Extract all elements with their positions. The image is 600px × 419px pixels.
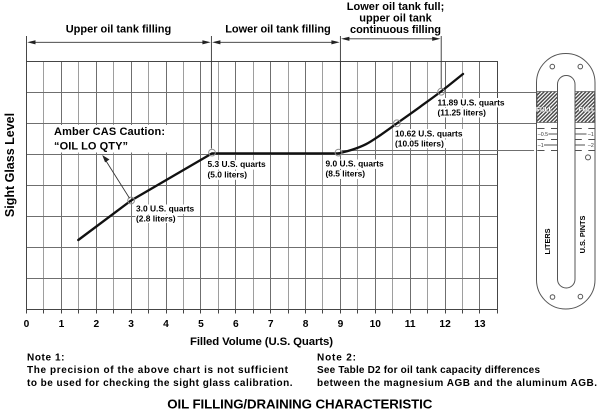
svg-text:12: 12 xyxy=(439,319,451,330)
svg-text:OIL FILLING/DRAINING CHARACTER: OIL FILLING/DRAINING CHARACTERISTIC xyxy=(167,397,432,412)
svg-text:to be used for checking the si: to be used for checking the sight glass … xyxy=(27,378,293,389)
svg-text:upper oil tank: upper oil tank xyxy=(359,12,432,24)
svg-text:See Table D2 for oil tank capa: See Table D2 for oil tank capacity diffe… xyxy=(317,365,540,376)
svg-text:Upper oil tank filling: Upper oil tank filling xyxy=(66,24,172,36)
svg-text:between the magnesium AGB and: between the magnesium AGB and the alumin… xyxy=(317,378,597,389)
svg-text:Sight Glass Level: Sight Glass Level xyxy=(3,113,17,217)
svg-text:Note 2:: Note 2: xyxy=(317,352,356,363)
svg-text:11: 11 xyxy=(405,319,416,330)
svg-text:(2.8 liters): (2.8 liters) xyxy=(136,214,176,224)
svg-text:3.0 U.S. quarts: 3.0 U.S. quarts xyxy=(136,203,195,213)
svg-text:4: 4 xyxy=(163,319,169,330)
svg-text:“OIL LO QTY”: “OIL LO QTY” xyxy=(54,141,128,153)
svg-text:9: 9 xyxy=(338,319,344,330)
svg-text:Lower oil tank full;: Lower oil tank full; xyxy=(347,1,445,13)
svg-text:13: 13 xyxy=(474,319,486,330)
svg-text:Lower oil tank filling: Lower oil tank filling xyxy=(225,24,331,36)
svg-text:FULL: FULL xyxy=(578,106,595,113)
svg-text:U.S. PINTS: U.S. PINTS xyxy=(578,216,587,254)
svg-text:Filled Volume (U.S. Quarts): Filled Volume (U.S. Quarts) xyxy=(190,336,333,348)
svg-text:Amber CAS Caution:: Amber CAS Caution: xyxy=(54,126,165,138)
svg-text:5.3 U.S. quarts: 5.3 U.S. quarts xyxy=(208,159,267,169)
svg-text:LITERS: LITERS xyxy=(543,228,552,254)
svg-text:–2: –2 xyxy=(588,143,594,149)
svg-text:10: 10 xyxy=(370,319,382,330)
svg-text:6: 6 xyxy=(233,319,239,330)
svg-text:Note 1:: Note 1: xyxy=(27,352,65,363)
svg-text:(11.25 liters): (11.25 liters) xyxy=(438,107,487,117)
svg-text:–0.5: –0.5 xyxy=(538,132,548,138)
svg-text:(5.0 liters): (5.0 liters) xyxy=(208,169,248,179)
svg-text:(8.5 liters): (8.5 liters) xyxy=(326,168,366,178)
svg-text:5: 5 xyxy=(198,319,204,330)
svg-text:FULL: FULL xyxy=(536,106,553,113)
svg-text:11.89 U.S. quarts: 11.89 U.S. quarts xyxy=(438,97,505,107)
svg-text:8: 8 xyxy=(303,319,309,330)
svg-text:10.62 U.S. quarts: 10.62 U.S. quarts xyxy=(395,128,463,138)
svg-text:The precision of the above cha: The precision of the above chart is not … xyxy=(27,365,289,376)
svg-text:continuous filling: continuous filling xyxy=(350,24,441,36)
svg-text:2: 2 xyxy=(93,319,99,330)
svg-text:1: 1 xyxy=(59,319,65,330)
svg-text:0: 0 xyxy=(24,319,30,330)
svg-text:–1: –1 xyxy=(538,143,544,149)
svg-text:3: 3 xyxy=(128,319,134,330)
svg-text:–1: –1 xyxy=(588,132,594,138)
svg-text:(10.05 liters): (10.05 liters) xyxy=(395,139,444,149)
svg-text:7: 7 xyxy=(268,319,274,330)
svg-text:9.0 U.S. quarts: 9.0 U.S. quarts xyxy=(326,158,385,168)
